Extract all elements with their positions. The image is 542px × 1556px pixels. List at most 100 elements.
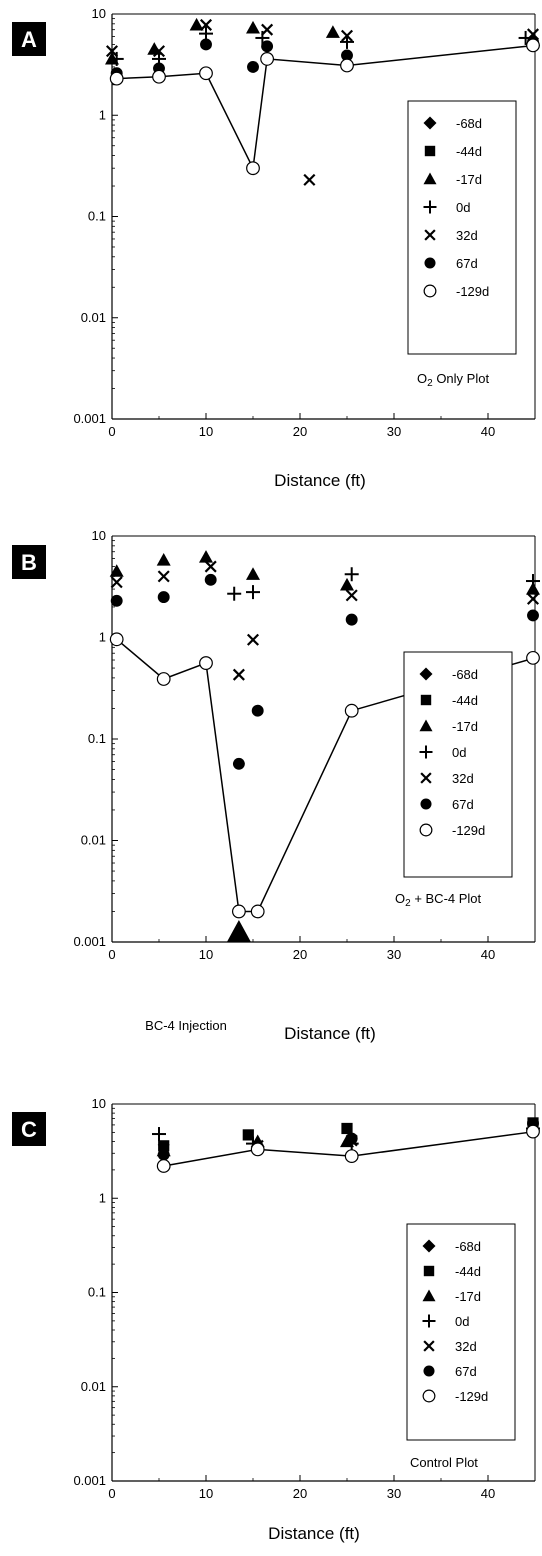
legend-marker [419, 745, 433, 759]
point--44d [341, 1122, 353, 1135]
marker-stroke [303, 173, 316, 186]
x-axis-label: Distance (ft) [268, 1524, 360, 1543]
data-points [152, 1117, 540, 1173]
point-0d [246, 585, 260, 600]
x-tick-label: 20 [293, 424, 307, 439]
legend-entry: -44d [456, 144, 482, 159]
legend-marker [420, 772, 432, 784]
legend-entry: 67d [455, 1364, 477, 1379]
legend-box [407, 100, 517, 355]
legend-marker [420, 694, 432, 706]
x-tick-label: 30 [387, 424, 401, 439]
point-67d [110, 594, 123, 607]
y-tick-label: 1 [99, 630, 106, 645]
point-67d [527, 609, 539, 622]
point-32d [157, 570, 170, 583]
legend-entry: 0d [452, 745, 466, 760]
legend-marker [423, 1340, 435, 1352]
x-tick-label: 20 [293, 947, 307, 962]
panel-letter: B [21, 550, 37, 575]
point-32d [345, 589, 358, 602]
x-tick-label: 30 [387, 1486, 401, 1501]
legend-marker [422, 1314, 436, 1328]
x-tick-label: 20 [293, 1486, 307, 1501]
point--17d [189, 17, 204, 31]
x-tick-label: 0 [108, 424, 115, 439]
data-points [105, 17, 540, 186]
point--129d [152, 69, 166, 84]
y-tick-label: 0.1 [88, 731, 106, 746]
y-tick-label: 0.01 [81, 833, 106, 848]
plot-label: Control Plot [410, 1455, 478, 1470]
marker-stroke [261, 23, 274, 36]
legend-marker [420, 798, 432, 810]
legend-marker [422, 1389, 436, 1403]
legend-marker [419, 823, 433, 837]
panel-letter-box [12, 1112, 46, 1146]
marker-stroke [526, 592, 540, 605]
point--17d [199, 550, 213, 563]
point-67d [251, 704, 264, 717]
x-axis-label: Distance (ft) [274, 471, 366, 490]
point--129d [260, 52, 275, 66]
legend-entry: 32d [455, 1339, 477, 1354]
point--17d [340, 577, 354, 591]
point-67d [345, 1132, 358, 1145]
point--129d [344, 1149, 359, 1164]
point-67d [345, 613, 358, 626]
point--129d [250, 904, 265, 919]
y-tick-label: 0.001 [73, 1473, 106, 1488]
legend-entry: -44d [452, 693, 478, 708]
point--17d [156, 553, 171, 566]
legend-marker [423, 172, 437, 185]
point--129d [199, 656, 213, 670]
legend-entry: 32d [456, 228, 478, 243]
legend-entry: -68d [452, 667, 478, 682]
axes: 0.001 0.01 0.1 1 10 0 10 20 30 40 [73, 1096, 536, 1501]
marker-stroke [157, 570, 170, 583]
point-67d [261, 40, 274, 53]
point--129d [246, 161, 260, 176]
point--17d [109, 564, 124, 577]
point--17d [526, 582, 540, 595]
point-0d [227, 586, 242, 601]
point--129d [156, 672, 171, 686]
legend-entry: -17d [455, 1289, 481, 1304]
plot-label: O2 + BC-4 Plot [395, 891, 482, 909]
point--129d [156, 1159, 171, 1173]
point-67d [341, 49, 353, 62]
y-tick-label: 0.1 [88, 1285, 106, 1300]
y-tick-label: 0.1 [88, 209, 106, 224]
marker-stroke [199, 18, 213, 31]
legend-marker [423, 284, 437, 298]
x-tick-label: 10 [199, 424, 213, 439]
point-67d [247, 60, 259, 73]
legend-marker [424, 145, 436, 157]
legend-marker [423, 200, 437, 214]
point--129d [344, 703, 359, 718]
point-67d [200, 38, 212, 51]
plot-label: O2 Only Plot [417, 371, 489, 389]
marker-stroke [152, 45, 166, 58]
x-tick-label: 10 [199, 1486, 213, 1501]
point--17d [246, 20, 260, 34]
y-tick-label: 1 [99, 1190, 106, 1205]
marker-stroke [204, 560, 217, 573]
y-tick-label: 0.01 [81, 1379, 106, 1394]
point--129d [526, 1124, 540, 1139]
point--129d [526, 650, 540, 665]
point-32d [105, 45, 119, 58]
legend-marker [422, 1239, 436, 1253]
marker-stroke [232, 668, 245, 681]
point-32d [152, 45, 166, 58]
point-0d [152, 1127, 166, 1142]
legend-entry: -129d [452, 823, 485, 838]
y-tick-label: 0.001 [73, 411, 106, 426]
marker-stroke [246, 633, 260, 646]
legend-entry: 0d [456, 200, 470, 215]
marker-stroke [420, 772, 432, 784]
panel-letter: C [21, 1117, 37, 1142]
point-0d [199, 26, 213, 41]
x-tick-label: 10 [199, 947, 213, 962]
marker-stroke [345, 589, 358, 602]
